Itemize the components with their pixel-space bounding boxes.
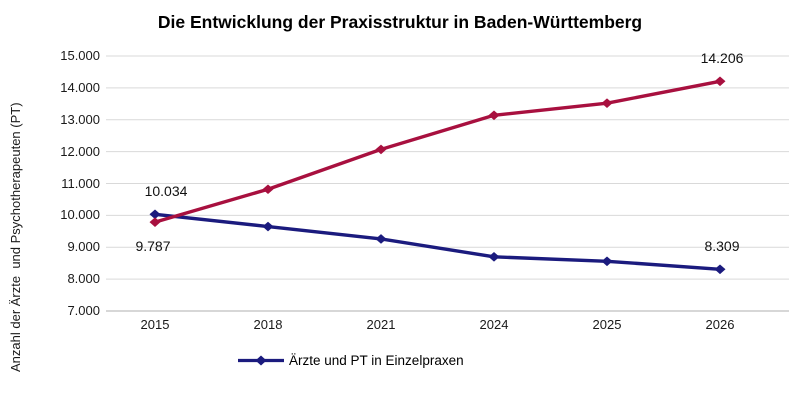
- y-tick-label: 13.000: [60, 111, 100, 127]
- x-tick-label: 2015: [140, 317, 170, 332]
- data-point-label: 10.034: [144, 183, 188, 200]
- data-point-label: 8.309: [704, 238, 740, 255]
- y-tick-label: 10.000: [60, 207, 100, 223]
- series-marker-0: [714, 264, 726, 275]
- series-line-1: [153, 79, 722, 224]
- x-tick-label: 2025: [592, 317, 622, 332]
- series-marker-1: [488, 110, 500, 121]
- x-tick-label: 2018: [253, 317, 283, 332]
- series-marker-0: [149, 209, 161, 220]
- y-tick-label: 12.000: [60, 143, 100, 159]
- series-marker-1: [714, 76, 726, 87]
- x-tick-label: 2024: [479, 317, 509, 332]
- y-tick-label: 14.000: [60, 79, 100, 95]
- data-point-label: 14.206: [700, 50, 744, 67]
- series-marker-1: [262, 184, 274, 195]
- y-tick-label: 11.000: [61, 175, 100, 191]
- legend: Ärzte und PT in Einzelpraxen: [237, 352, 464, 368]
- series-marker-1: [149, 217, 161, 227]
- series-marker-0: [601, 256, 613, 267]
- series-marker-0: [488, 252, 500, 262]
- legend-label: Ärzte und PT in Einzelpraxen: [289, 352, 464, 368]
- y-tick-label: 7.000: [67, 303, 100, 318]
- series-marker-1: [601, 98, 613, 108]
- legend-marker-icon: [238, 355, 284, 365]
- x-tick-label: 2026: [705, 317, 735, 332]
- y-tick-label: 15.000: [60, 48, 100, 63]
- chart-title: Die Entwicklung der Praxisstruktur in Ba…: [157, 12, 643, 32]
- y-tick-label: 9.000: [67, 239, 100, 255]
- series-marker-0: [375, 234, 387, 244]
- y-tick-label: 8.000: [67, 271, 100, 287]
- data-point-label: 9.787: [135, 238, 171, 255]
- series-marker-0: [262, 221, 274, 232]
- series-line-0: [153, 212, 722, 271]
- x-tick-label: 2021: [366, 317, 396, 332]
- series-marker-1: [375, 144, 387, 155]
